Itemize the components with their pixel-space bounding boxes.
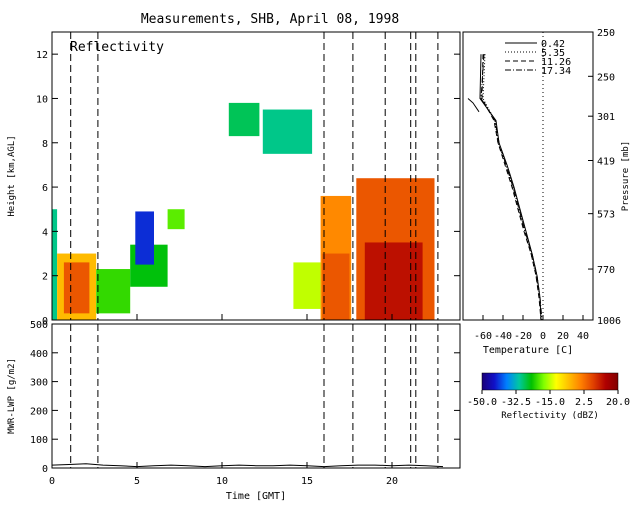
lwp-frame xyxy=(51,323,461,469)
legend-label-3: 17.34 xyxy=(541,66,571,77)
panel-label: Reflectivity xyxy=(70,40,164,55)
pressure-tick-label: 301 xyxy=(597,112,615,123)
sounding-series-2 xyxy=(481,54,542,320)
sounding-frame xyxy=(462,31,594,321)
temperature-ticks: -60 -40 -20 0 20 40 xyxy=(474,315,589,342)
colorbar-label: Reflectivity (dBZ) xyxy=(501,411,599,421)
height-tick-label: 8 xyxy=(42,139,48,150)
colorbar-tick-label: 20.0 xyxy=(606,397,630,408)
temperature-tick-label: -60 xyxy=(474,331,492,342)
temperature-tick-label: 0 xyxy=(540,331,546,342)
colorbar-tick-label: -32.5 xyxy=(501,397,531,408)
legend-label-1: 5.35 xyxy=(541,48,565,59)
pressure-tick-label: 250 xyxy=(597,72,615,83)
echo-layer xyxy=(52,102,435,320)
colorbar-bar xyxy=(481,372,619,391)
echo-region-0 xyxy=(52,209,58,320)
height-tick-label: 10 xyxy=(36,94,48,105)
pressure-tick-label: 419 xyxy=(597,156,615,167)
echo-region-5 xyxy=(135,211,154,265)
sounding-series-0-top xyxy=(467,98,480,113)
lwp-x-label: Time [GMT] xyxy=(226,491,286,502)
time-tick-label: 15 xyxy=(301,476,313,487)
echo-region-13 xyxy=(364,242,423,320)
colorbar-tick-label: -15.0 xyxy=(535,397,565,408)
colorbar-ticks: -50.0 -32.5 -15.0 2.5 20.0 xyxy=(467,390,630,408)
sounding-panel: 250 250 301 419 573 770 1006 -60 -40 -20 0 20 40 0.… xyxy=(462,28,631,356)
temperature-tick-label: 20 xyxy=(557,331,569,342)
height-tick-label: 2 xyxy=(42,272,48,283)
lwp-tick-label: 100 xyxy=(30,435,48,446)
lwp-tick-label: 500 xyxy=(30,320,48,331)
echo-region-2 xyxy=(63,262,90,314)
sounding-y-label: Pressure [mb] xyxy=(621,141,631,211)
colorbar-tick-label: -50.0 xyxy=(467,397,497,408)
pressure-ticks: 250 250 301 419 573 770 1006 xyxy=(588,28,621,327)
echo-region-7 xyxy=(228,102,260,137)
figure-title: Measurements, SHB, April 08, 1998 xyxy=(141,12,399,27)
height-tick-label: 4 xyxy=(42,227,48,238)
lwp-tick-label: 400 xyxy=(30,349,48,360)
lwp-y-label: MWR-LWP [g/m2] xyxy=(7,358,17,434)
pressure-tick-label: 1006 xyxy=(597,316,621,327)
reflectivity-y-ticks: 0 2 4 6 8 10 12 xyxy=(36,50,460,327)
height-tick-label: 12 xyxy=(36,50,48,61)
legend-label-0: 0.42 xyxy=(541,39,565,50)
colorbar: -50.0 -32.5 -15.0 2.5 20.0 Reflectivity (dBZ… xyxy=(467,372,630,421)
echo-region-9 xyxy=(293,262,321,309)
echo-region-11 xyxy=(322,253,350,320)
height-tick-label: 0 xyxy=(42,316,48,327)
pressure-tick-label: 770 xyxy=(597,265,615,276)
sounding-lines xyxy=(467,32,544,320)
echo-region-3 xyxy=(96,269,131,314)
pressure-tick-label: 573 xyxy=(597,210,615,221)
lwp-series xyxy=(51,463,444,468)
legend-label-2: 11.26 xyxy=(541,57,571,68)
temperature-tick-label: -20 xyxy=(514,331,532,342)
lwp-y-ticks: 0 100 200 300 400 500 xyxy=(30,320,460,475)
sounding-series-0 xyxy=(479,54,542,320)
pressure-tick-label: 250 xyxy=(597,28,615,39)
lwp-tick-label: 200 xyxy=(30,406,48,417)
lwp-tick-label: 300 xyxy=(30,378,48,389)
reflectivity-panel: Reflectivity 0 2 4 6 8 10 12 Height [km,AGL] xyxy=(7,31,461,327)
lwp-tick-label: 0 xyxy=(42,464,48,475)
time-tick-label: 10 xyxy=(216,476,228,487)
height-tick-label: 6 xyxy=(42,183,48,194)
lwp-x-ticks: 0 5 10 15 20 xyxy=(49,462,398,487)
temperature-tick-label: 40 xyxy=(577,331,589,342)
colorbar-tick-label: 2.5 xyxy=(575,397,593,408)
lwp-time-markers xyxy=(70,324,439,468)
time-tick-label: 5 xyxy=(134,476,140,487)
temperature-tick-label: -40 xyxy=(494,331,512,342)
sounding-series-3 xyxy=(480,54,543,320)
time-markers xyxy=(70,32,439,320)
time-tick-label: 20 xyxy=(386,476,398,487)
reflectivity-y-label: Height [km,AGL] xyxy=(7,135,17,216)
echo-region-8 xyxy=(262,109,313,154)
lwp-panel: 0 100 200 300 400 500 0 5 10 15 20 MWR-LWP [g/m2]… xyxy=(7,320,461,502)
echo-region-6 xyxy=(167,209,185,230)
sounding-x-label: Temperature [C] xyxy=(483,345,573,356)
time-tick-label: 0 xyxy=(49,476,55,487)
reflectivity-frame xyxy=(51,31,461,321)
